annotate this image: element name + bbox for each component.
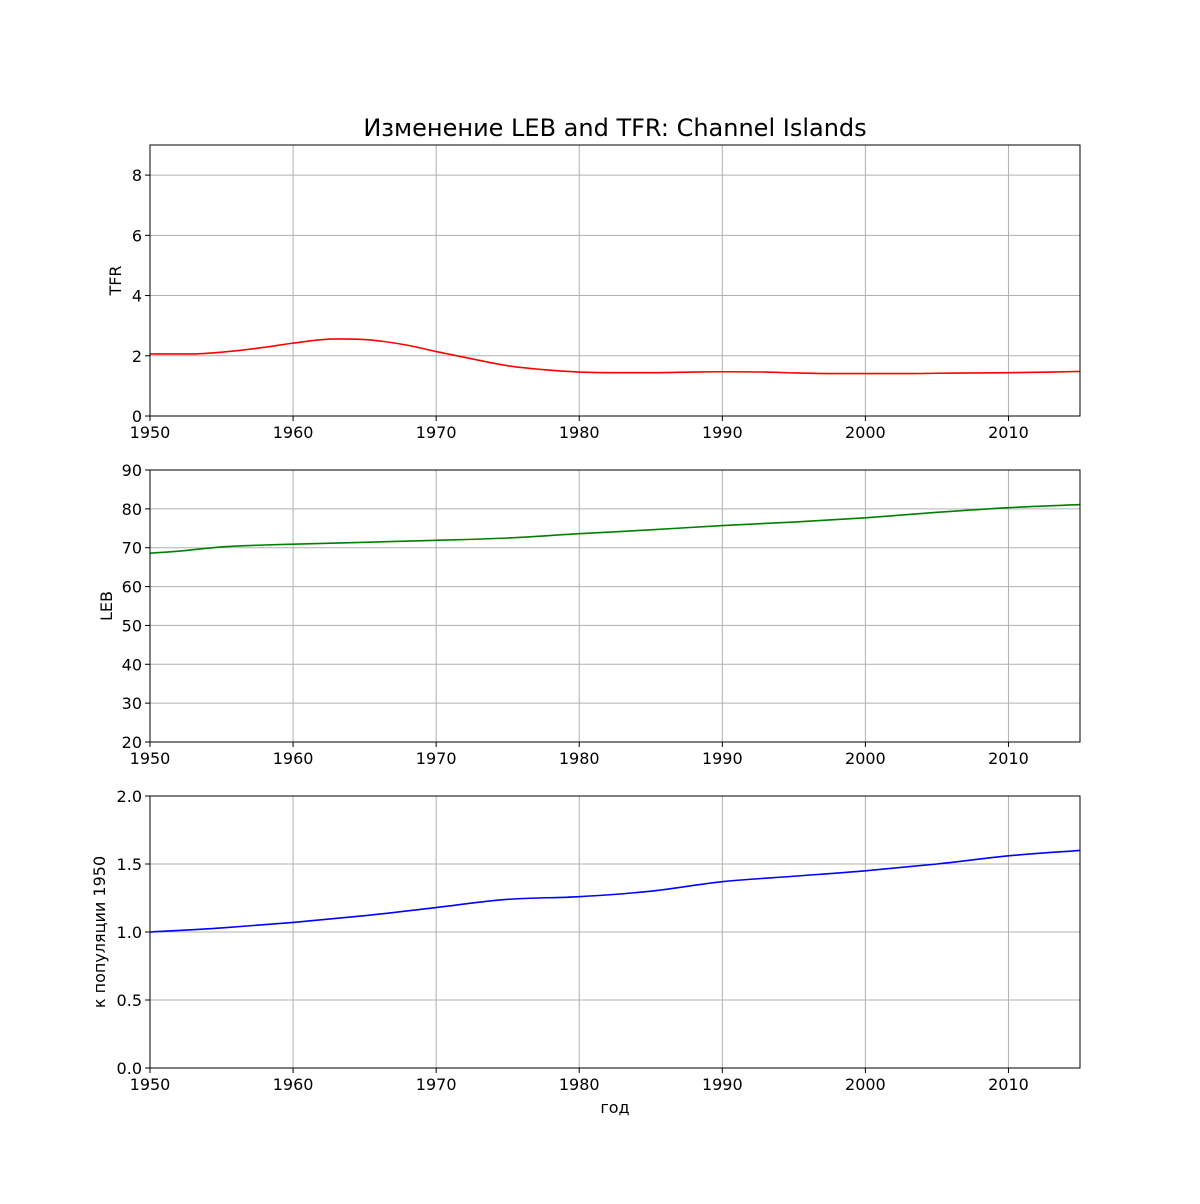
y-axis-label: TFR [106, 265, 125, 296]
x-tick-label: 2000 [845, 1075, 886, 1094]
y-axis: 0.0 0.5 1.0 1.5 2.0 [117, 787, 150, 1078]
y-tick-label: 90 [122, 461, 142, 480]
x-tick-label: 1990 [702, 749, 743, 768]
plot-area [150, 145, 1080, 416]
y-tick-label: 1.0 [117, 923, 142, 942]
y-tick-label: 30 [122, 694, 142, 713]
x-tick-label: 1970 [416, 1075, 457, 1094]
x-tick-label: 1960 [273, 423, 314, 442]
y-axis: 20 30 40 50 60 70 80 90 [122, 461, 150, 752]
x-tick-label: 1980 [559, 1075, 600, 1094]
x-tick-label: 1950 [130, 1075, 171, 1094]
y-tick-label: 4 [132, 287, 142, 306]
x-tick-label: 2000 [845, 749, 886, 768]
y-tick-label: 2.0 [117, 787, 142, 806]
subplot-1: 1950 1960 1970 1980 1990 2000 2010 0 2 4 6 8 TFR [106, 144, 1081, 442]
y-tick-label: 1.5 [117, 855, 142, 874]
x-tick-label: 1960 [273, 1075, 314, 1094]
chart-title: Изменение LEB and TFR: Channel Islands [363, 114, 866, 142]
x-tick-label: 1990 [702, 423, 743, 442]
axes-frame [149, 144, 1081, 417]
x-tick-label: 1990 [702, 1075, 743, 1094]
y-tick-label: 50 [122, 616, 142, 635]
x-tick-label: 1970 [416, 749, 457, 768]
y-tick-label: 0 [132, 407, 142, 426]
x-tick-label: 1960 [273, 749, 314, 768]
x-tick-label: 2000 [845, 423, 886, 442]
subplot-2: 1950 1960 1970 1980 1990 2000 2010 20 30 40 50 60 70… [97, 461, 1081, 768]
x-tick-label: 1950 [130, 749, 171, 768]
y-tick-label: 0.0 [117, 1059, 142, 1078]
y-tick-label: 40 [122, 655, 142, 674]
y-tick-label: 60 [122, 578, 142, 597]
y-tick-label: 6 [132, 226, 142, 245]
x-tick-label: 1950 [130, 423, 171, 442]
y-tick-label: 20 [122, 733, 142, 752]
y-tick-label: 2 [132, 347, 142, 366]
y-tick-label: 0.5 [117, 991, 142, 1010]
series-line [150, 338, 1081, 375]
y-axis-label: LEB [97, 591, 116, 621]
plot-area [150, 470, 1080, 742]
subplots: 1950 1960 1970 1980 1990 2000 201002468TFR1950… [90, 144, 1081, 1117]
x-axis: 1950 1960 1970 1980 1990 2000 2010 [130, 416, 1029, 442]
y-tick-label: 80 [122, 500, 142, 519]
y-tick-label: 70 [122, 539, 142, 558]
y-tick-label: 8 [132, 166, 142, 185]
subplot-3: 1950 1960 1970 1980 1990 2000 2010 0.0 0.5 1.0 1.5… [90, 787, 1081, 1117]
y-axis-label: к популяции 1950 [90, 856, 109, 1008]
x-axis-label: год [600, 1098, 629, 1117]
x-tick-label: 2010 [988, 1075, 1029, 1094]
series-line [149, 503, 1081, 554]
x-axis: 1950 1960 1970 1980 1990 2000 2010 [130, 1068, 1029, 1094]
x-tick-label: 2010 [988, 749, 1029, 768]
x-tick-label: 1980 [559, 423, 600, 442]
y-axis: 0 2 4 6 8 [132, 166, 150, 426]
series-line [149, 849, 1081, 933]
x-axis: 1950 1960 1970 1980 1990 2000 2010 [130, 742, 1029, 768]
x-tick-label: 1970 [416, 423, 457, 442]
axes-frame [149, 469, 1081, 743]
x-tick-label: 1980 [559, 749, 600, 768]
x-tick-label: 2010 [988, 423, 1029, 442]
